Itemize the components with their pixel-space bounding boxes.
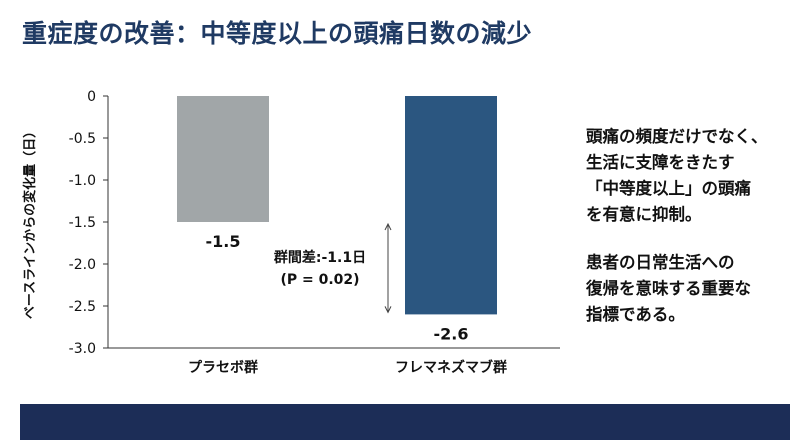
side-note: 頭痛の頻度だけでなく、 生活に支障をきたす 「中等度以上」の頭痛 を有意に抑制。…	[586, 124, 796, 350]
y-tick-label: -1.5	[69, 215, 96, 231]
y-tick-label: 0	[87, 89, 96, 105]
bar-value-label: -2.6	[434, 324, 469, 343]
footer-bar	[20, 404, 790, 440]
bar-value-label: -1.5	[206, 232, 241, 251]
y-axis: 0 -0.5 -1.0 -1.5 -2.0 -2.5 -3.0	[69, 89, 560, 357]
p-value-label: (P = 0.02)	[280, 272, 359, 288]
bars: -1.5 プラセボ群 -2.6 フレマネズマブ群	[177, 96, 507, 376]
arrow-head-top	[384, 222, 392, 231]
y-tick-label: -2.5	[69, 299, 96, 315]
category-label: プラセボ群	[188, 359, 258, 376]
slide-title: 重症度の改善：中等度以上の頭痛日数の減少	[22, 19, 533, 48]
y-tick-label: -1.0	[69, 173, 96, 189]
y-tick-label: -3.0	[69, 341, 96, 357]
note-significance: 患者の日常生活への 復帰を意味する重要な 指標である。	[586, 253, 751, 324]
category-label: フレマネズマブ群	[395, 359, 507, 376]
y-tick-label: -0.5	[69, 131, 96, 147]
difference-annotation: 群間差:-1.1日 (P = 0.02)	[273, 222, 392, 314]
difference-label: 群間差:-1.1日	[273, 249, 366, 266]
y-tick-label: -2.0	[69, 257, 96, 273]
bar	[405, 96, 497, 315]
note-frequency: 頭痛の頻度だけでなく、 生活に支障をきたす 「中等度以上」の頭痛 を有意に抑制。	[586, 127, 768, 224]
y-axis-label: ベースラインからの変化量（日）	[22, 125, 38, 319]
arrow-head-bottom	[384, 306, 392, 314]
bar	[177, 96, 269, 222]
